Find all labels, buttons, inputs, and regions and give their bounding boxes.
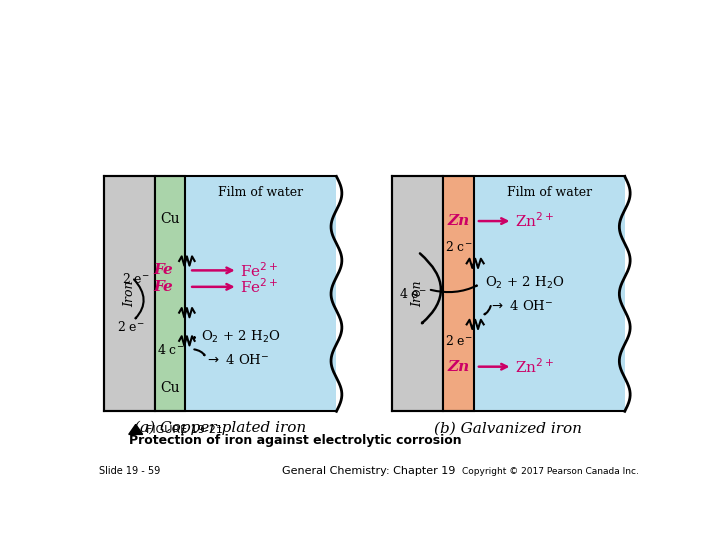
Bar <box>444 177 474 411</box>
FancyArrowPatch shape <box>420 253 441 323</box>
Text: $\rightarrow$ 4 OH$^{-}$: $\rightarrow$ 4 OH$^{-}$ <box>489 299 554 313</box>
Text: Film of water: Film of water <box>507 186 592 199</box>
Text: Protection of iron against electrolytic corrosion: Protection of iron against electrolytic … <box>129 434 462 447</box>
Text: 4 e$^{-}$: 4 e$^{-}$ <box>399 287 427 301</box>
FancyArrowPatch shape <box>134 279 144 318</box>
Polygon shape <box>129 424 143 434</box>
Text: 2 e$^{-}$: 2 e$^{-}$ <box>445 334 472 348</box>
Text: (b) Galvanized iron: (b) Galvanized iron <box>434 421 582 435</box>
Text: 4 c$^{-}$: 4 c$^{-}$ <box>156 343 184 357</box>
Text: General Chemistry: Chapter 19: General Chemistry: Chapter 19 <box>282 467 456 476</box>
Text: Fe: Fe <box>153 280 174 294</box>
Text: 2 e$^{-}$: 2 e$^{-}$ <box>122 272 150 286</box>
Text: Cu: Cu <box>161 381 180 395</box>
FancyArrowPatch shape <box>194 349 204 355</box>
Text: Zn: Zn <box>447 360 469 374</box>
Text: O$_2$ + 2 H$_2$O: O$_2$ + 2 H$_2$O <box>201 329 280 346</box>
Text: O$_2$ + 2 H$_2$O: O$_2$ + 2 H$_2$O <box>485 275 564 292</box>
Text: Fe$^{2+}$: Fe$^{2+}$ <box>240 261 279 280</box>
Text: 2 c$^{-}$: 2 c$^{-}$ <box>445 240 472 254</box>
Text: Copyright © 2017 Pearson Canada Inc.: Copyright © 2017 Pearson Canada Inc. <box>462 467 639 476</box>
FancyArrowPatch shape <box>485 306 491 314</box>
Text: Slide 19 - 59: Slide 19 - 59 <box>99 467 161 476</box>
FancyArrowPatch shape <box>431 286 477 292</box>
Bar <box>104 177 155 411</box>
Bar <box>474 177 625 411</box>
Bar <box>155 177 185 411</box>
Bar <box>392 177 444 411</box>
Text: Fe: Fe <box>153 264 174 278</box>
Text: $\rightarrow$ 4 OH$^{-}$: $\rightarrow$ 4 OH$^{-}$ <box>204 353 269 367</box>
Text: Zn$^{2+}$: Zn$^{2+}$ <box>515 212 554 231</box>
Text: Iron: Iron <box>123 281 136 307</box>
Text: Zn: Zn <box>447 214 469 228</box>
Text: Cu: Cu <box>161 212 180 226</box>
Bar <box>185 177 336 411</box>
Text: Iron: Iron <box>411 281 424 307</box>
FancyArrowPatch shape <box>194 337 195 339</box>
Text: Zn$^{2+}$: Zn$^{2+}$ <box>515 357 554 376</box>
Text: Film of water: Film of water <box>218 186 303 199</box>
Text: Fe$^{2+}$: Fe$^{2+}$ <box>240 278 279 296</box>
Text: 2 e$^{-}$: 2 e$^{-}$ <box>117 320 145 334</box>
Text: FIGURE 19-21: FIGURE 19-21 <box>145 425 222 435</box>
Text: (a) Copper-plated iron: (a) Copper-plated iron <box>134 421 306 435</box>
